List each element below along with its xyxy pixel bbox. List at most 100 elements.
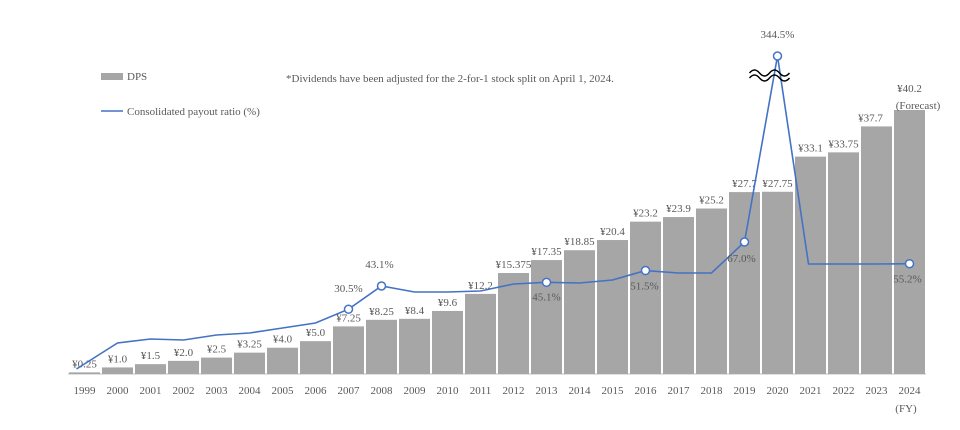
stock-split-note: *Dividends have been adjusted for the 2-… bbox=[286, 73, 614, 85]
dps-bar-2021 bbox=[795, 156, 826, 374]
dps-bar-2015 bbox=[597, 240, 628, 374]
x-tick-2013: 2013 bbox=[536, 385, 559, 397]
x-tick-2003: 2003 bbox=[206, 385, 229, 397]
payout-label-2008: 43.1% bbox=[365, 259, 393, 271]
dps-label-2018: ¥25.2 bbox=[699, 195, 724, 207]
dps-label-2003: ¥2.5 bbox=[207, 344, 227, 356]
x-tick-2006: 2006 bbox=[305, 385, 328, 397]
dps-label-2008: ¥8.25 bbox=[369, 306, 394, 318]
x-tick-2018: 2018 bbox=[701, 385, 724, 397]
dps-bar-2005 bbox=[267, 347, 298, 374]
dps-label-2019: ¥27.7 bbox=[732, 178, 757, 190]
dps-label-2021: ¥33.1 bbox=[798, 143, 823, 155]
x-tick-1999: 1999 bbox=[74, 385, 97, 397]
dps-bar-2006 bbox=[300, 341, 331, 374]
dps-bar-2024 bbox=[894, 110, 925, 374]
payout-label-2007: 30.5% bbox=[334, 283, 362, 295]
bars-group bbox=[69, 110, 925, 374]
dps-label-2012: ¥15.375 bbox=[496, 259, 532, 271]
payout-ratio-line-group bbox=[76, 51, 915, 370]
dps-bar-2009 bbox=[399, 318, 430, 374]
x-tick-2005: 2005 bbox=[272, 385, 295, 397]
dps-bar-2018 bbox=[696, 208, 727, 374]
dps-label-2010: ¥9.6 bbox=[438, 297, 458, 309]
dps-label-2023: ¥37.7 bbox=[858, 112, 883, 124]
dps-label-2015: ¥20.4 bbox=[600, 226, 625, 238]
dps-label-2001: ¥1.5 bbox=[141, 350, 161, 362]
x-tick-2016: 2016 bbox=[635, 385, 658, 397]
x-tick-2008: 2008 bbox=[371, 385, 394, 397]
dps-label-2006: ¥5.0 bbox=[306, 327, 326, 339]
payout-label-2016: 51.5% bbox=[630, 281, 658, 293]
dps-bar-2014 bbox=[564, 250, 595, 374]
payout-marker-2019 bbox=[739, 237, 750, 247]
dps-bar-2007 bbox=[333, 326, 364, 374]
x-tick-2017: 2017 bbox=[668, 385, 691, 397]
dps-label-2022: ¥33.75 bbox=[828, 138, 859, 150]
x-tick-2011: 2011 bbox=[470, 385, 492, 397]
payout-label-2013: 45.1% bbox=[532, 291, 560, 303]
dps-label-2017: ¥23.9 bbox=[666, 203, 691, 215]
x-tick-2000: 2000 bbox=[107, 385, 130, 397]
dps-label-2011: ¥12.2 bbox=[468, 280, 493, 292]
dps-label-2024: ¥40.2 bbox=[897, 83, 922, 95]
dps-bar-2008 bbox=[366, 319, 397, 374]
x-tick-2007: 2007 bbox=[338, 385, 361, 397]
x-tick-2024: 2024 bbox=[899, 385, 922, 397]
x-tick-2021: 2021 bbox=[800, 385, 822, 397]
bar-labels-group: ¥0.25 ¥1.0 ¥1.5 ¥2.0 ¥2.5 ¥3.25 ¥4.0¥5.0¥7.25¥… bbox=[72, 83, 922, 370]
payout-marker-2024 bbox=[904, 258, 915, 269]
payout-marker-2020 bbox=[772, 51, 783, 61]
dps-bar-2011 bbox=[465, 293, 496, 374]
dps-label-2009: ¥8.4 bbox=[405, 305, 425, 317]
forecast-label: (Forecast) bbox=[896, 100, 941, 112]
legend-dps-swatch bbox=[101, 73, 123, 80]
x-tick-2009: 2009 bbox=[404, 385, 427, 397]
x-tick-2020: 2020 bbox=[767, 385, 790, 397]
payout-marker-2007 bbox=[343, 304, 354, 314]
dps-bar-2001 bbox=[135, 364, 166, 374]
x-tick-2004: 2004 bbox=[239, 385, 262, 397]
axis-break-lower bbox=[748, 74, 791, 82]
payout-marker-2016 bbox=[640, 265, 651, 276]
payout-label-2020: 344.5% bbox=[761, 29, 795, 41]
axis-break-upper bbox=[748, 69, 791, 77]
dps-bar-2010 bbox=[432, 310, 463, 374]
dps-bar-2022 bbox=[828, 152, 859, 374]
x-tick-2001: 2001 bbox=[140, 385, 162, 397]
fiscal-year-unit: (FY) bbox=[895, 403, 917, 415]
dps-label-2002: ¥2.0 bbox=[174, 347, 194, 359]
dps-bar-2013 bbox=[531, 260, 562, 374]
dps-label-2013: ¥17.35 bbox=[531, 246, 562, 258]
dps-label-2020: ¥27.75 bbox=[762, 178, 793, 190]
dps-bar-2002 bbox=[168, 360, 199, 374]
payout-label-2019: 67.0% bbox=[727, 253, 755, 265]
payout-marker-2008 bbox=[376, 281, 387, 291]
x-tick-2022: 2022 bbox=[833, 385, 855, 397]
legend-dps-label: DPS bbox=[127, 71, 147, 83]
legend: DPS Consolidated payout ratio (%) bbox=[101, 71, 260, 118]
payout-marker-2013 bbox=[541, 277, 552, 288]
payout-ratio-labels: 30.5%43.1% 45.1% 51.5% 67.0% 344.5% 55.2% bbox=[334, 29, 921, 303]
dps-bar-2004 bbox=[234, 352, 265, 374]
dps-label-2005: ¥4.0 bbox=[273, 334, 293, 346]
x-tick-2015: 2015 bbox=[602, 385, 625, 397]
dps-bar-2003 bbox=[201, 357, 232, 374]
x-tick-2019: 2019 bbox=[734, 385, 757, 397]
dps-label-2007: ¥7.25 bbox=[336, 312, 361, 324]
x-tick-2010: 2010 bbox=[437, 385, 460, 397]
dps-bar-2019 bbox=[729, 192, 760, 374]
x-tick-labels: 1999 2000 2001 2002 2003 2004 2005 2006 2007 2008… bbox=[74, 385, 922, 397]
payout-ratio-line bbox=[76, 55, 910, 370]
x-tick-2014: 2014 bbox=[569, 385, 592, 397]
dps-label-2004: ¥3.25 bbox=[237, 339, 262, 351]
dps-bar-1999 bbox=[69, 372, 100, 374]
dps-bar-2012 bbox=[498, 273, 529, 374]
x-tick-2023: 2023 bbox=[866, 385, 889, 397]
dps-bar-2000 bbox=[102, 367, 133, 374]
payout-label-2024: 55.2% bbox=[893, 274, 921, 286]
dps-label-2016: ¥23.2 bbox=[633, 208, 658, 220]
x-tick-2012: 2012 bbox=[503, 385, 525, 397]
dps-bar-2017 bbox=[663, 217, 694, 374]
dps-bar-2016 bbox=[630, 221, 661, 374]
